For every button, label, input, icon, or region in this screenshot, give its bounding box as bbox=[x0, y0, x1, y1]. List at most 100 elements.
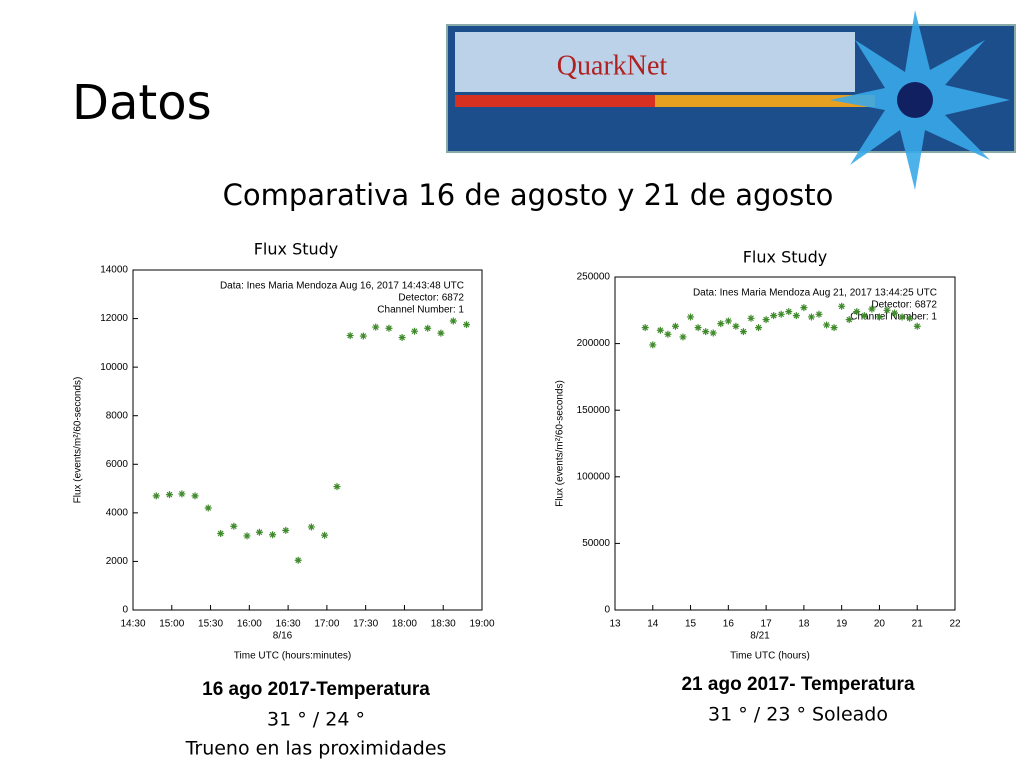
x-tick-label: 16 bbox=[723, 619, 735, 630]
data-point bbox=[777, 310, 785, 318]
x-tick-label: 19 bbox=[836, 619, 848, 630]
logo-text: QuarkNet bbox=[557, 50, 668, 81]
x-tick-label: 15 bbox=[685, 619, 697, 630]
data-point bbox=[906, 314, 914, 322]
data-point bbox=[449, 317, 457, 325]
y-axis-label: Flux (events/m²/60-seconds) bbox=[73, 377, 84, 504]
data-point bbox=[815, 310, 823, 318]
x-tick-label: 17 bbox=[761, 619, 773, 630]
caption-line: 31 ° / 24 ° bbox=[267, 709, 365, 731]
y-tick-label: 8000 bbox=[106, 410, 129, 421]
data-point bbox=[255, 528, 263, 536]
data-point bbox=[687, 313, 695, 321]
x-tick-label: 14:30 bbox=[120, 619, 145, 630]
data-point bbox=[898, 313, 906, 321]
annotation: Channel Number: 1 bbox=[850, 312, 937, 323]
data-point bbox=[269, 531, 277, 539]
x-tick-label: 15:00 bbox=[159, 619, 184, 630]
x-tick-label: 17:00 bbox=[314, 619, 339, 630]
data-point bbox=[671, 322, 679, 330]
y-tick-label: 14000 bbox=[100, 265, 128, 276]
data-point bbox=[165, 491, 173, 499]
data-point bbox=[913, 322, 921, 330]
y-tick-label: 0 bbox=[122, 605, 128, 616]
y-tick-label: 250000 bbox=[577, 272, 611, 283]
x-tick-label: 16:00 bbox=[237, 619, 262, 630]
data-point bbox=[664, 330, 672, 338]
y-tick-label: 2000 bbox=[106, 556, 129, 567]
data-point bbox=[845, 316, 853, 324]
x-tick-label: 19:00 bbox=[469, 619, 494, 630]
data-point bbox=[755, 324, 763, 332]
y-tick-label: 4000 bbox=[106, 507, 129, 518]
x-tick-label: 22 bbox=[949, 619, 961, 630]
data-point bbox=[333, 483, 341, 491]
data-point bbox=[282, 526, 290, 534]
y-axis-label: Flux (events/m²/60-seconds) bbox=[555, 380, 566, 507]
y-tick-label: 50000 bbox=[582, 538, 610, 549]
data-point bbox=[243, 532, 251, 540]
x-tick-label: 13 bbox=[609, 619, 621, 630]
chart-title: Flux Study bbox=[743, 248, 828, 267]
data-point bbox=[739, 328, 747, 336]
data-point bbox=[152, 492, 160, 500]
plot-frame bbox=[614, 276, 956, 611]
data-point bbox=[702, 328, 710, 336]
y-tick-label: 200000 bbox=[577, 338, 611, 349]
data-point bbox=[398, 334, 406, 342]
data-point bbox=[204, 504, 212, 512]
y-tick-label: 10000 bbox=[100, 362, 128, 373]
subtitle: Comparativa 16 de agosto y 21 de agosto bbox=[223, 178, 834, 212]
data-point bbox=[191, 492, 199, 500]
data-point bbox=[346, 332, 354, 340]
slide-title: Datos bbox=[72, 75, 212, 131]
date-label: 8/21 bbox=[750, 631, 770, 642]
data-point bbox=[770, 312, 778, 320]
data-point bbox=[732, 322, 740, 330]
x-tick-label: 14 bbox=[647, 619, 659, 630]
data-point bbox=[853, 308, 861, 316]
caption-line: Trueno en las proximidades bbox=[185, 738, 447, 760]
data-point bbox=[411, 327, 419, 335]
annotation: Detector: 6872 bbox=[398, 293, 464, 304]
data-point bbox=[800, 304, 808, 312]
data-point bbox=[462, 321, 470, 329]
data-point bbox=[307, 523, 315, 531]
caption-heading: 21 ago 2017- Temperatura bbox=[681, 674, 914, 695]
y-tick-label: 6000 bbox=[106, 459, 129, 470]
data-point bbox=[217, 530, 225, 537]
data-point bbox=[709, 329, 717, 337]
data-point bbox=[747, 314, 755, 322]
data-point bbox=[359, 332, 367, 340]
x-tick-label: 16:30 bbox=[276, 619, 301, 630]
x-tick-label: 20 bbox=[874, 619, 886, 630]
data-point bbox=[294, 556, 302, 564]
data-point bbox=[792, 312, 800, 320]
annotation: Data: Ines Maria Mendoza Aug 16, 2017 14… bbox=[220, 281, 464, 292]
x-axis-label: Time UTC (hours) bbox=[730, 651, 810, 662]
logo: QuarkNet bbox=[446, 10, 1016, 190]
y-tick-label: 12000 bbox=[100, 313, 128, 324]
data-point bbox=[230, 522, 238, 530]
data-point bbox=[649, 341, 657, 349]
data-point bbox=[424, 324, 432, 332]
x-tick-label: 18 bbox=[798, 619, 810, 630]
y-tick-label: 150000 bbox=[577, 405, 611, 416]
data-point bbox=[838, 302, 846, 310]
data-point bbox=[823, 321, 831, 329]
annotation: Channel Number: 1 bbox=[377, 305, 464, 316]
x-tick-label: 18:00 bbox=[392, 619, 417, 630]
data-point bbox=[694, 324, 702, 332]
data-point bbox=[762, 316, 770, 324]
data-point bbox=[875, 313, 883, 321]
x-tick-label: 17:30 bbox=[353, 619, 378, 630]
data-point bbox=[868, 305, 876, 313]
data-point bbox=[641, 324, 649, 332]
data-point bbox=[656, 326, 664, 334]
data-point bbox=[178, 490, 186, 498]
annotation: Data: Ines Maria Mendoza Aug 21, 2017 13… bbox=[693, 288, 937, 299]
data-point bbox=[717, 320, 725, 328]
data-point bbox=[385, 324, 393, 332]
x-tick-label: 18:30 bbox=[431, 619, 456, 630]
data-point bbox=[807, 313, 815, 321]
